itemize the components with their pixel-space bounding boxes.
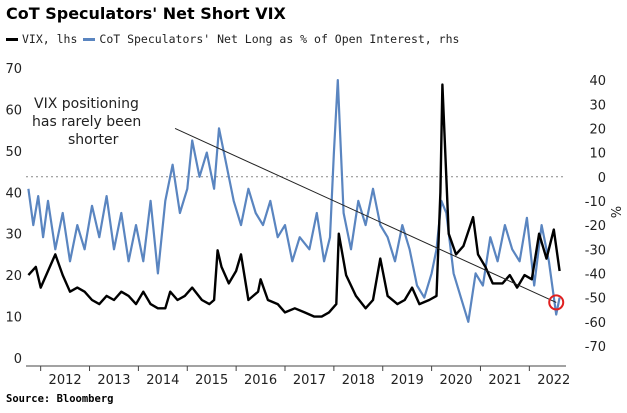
- x-tick-label: 2022: [537, 373, 570, 388]
- source-note: Source: Bloomberg: [6, 393, 114, 405]
- series-line-vix: [27, 83, 561, 318]
- right-tick-label: -10: [585, 195, 606, 210]
- left-tick-label: 10: [5, 311, 22, 326]
- x-tick-label: 2020: [439, 373, 472, 388]
- x-tick-label: 2014: [146, 373, 179, 388]
- series-line-cot-net-long: [27, 78, 561, 323]
- right-axis-label: %: [607, 206, 622, 218]
- x-tick-label: 2017: [293, 373, 326, 388]
- right-tick-label: 20: [589, 122, 606, 137]
- legend: VIX, lhs CoT Speculators' Net Long as % …: [6, 32, 465, 46]
- chart-title: CoT Speculators' Net Short VIX: [6, 4, 286, 23]
- annotation-line-1: VIX positioning: [34, 96, 139, 112]
- left-tick-label: 60: [5, 103, 22, 118]
- right-tick-label: -70: [585, 340, 606, 355]
- left-axis-ticks: 0 10 20 30 40 50 60 70: [5, 62, 22, 367]
- legend-label-vix: VIX, lhs: [22, 32, 78, 46]
- annotation-line-2: has rarely been: [32, 114, 141, 130]
- right-tick-label: -30: [585, 243, 606, 258]
- left-tick-label: 20: [5, 269, 22, 284]
- x-tick-label: 2015: [195, 373, 228, 388]
- right-tick-label: -40: [585, 267, 606, 282]
- right-tick-label: 30: [589, 98, 606, 113]
- left-tick-label: 70: [5, 62, 22, 77]
- trend-line: [174, 127, 557, 303]
- x-tick-label: 2013: [97, 373, 130, 388]
- legend-label-cot: CoT Speculators' Net Long as % of Open I…: [99, 32, 460, 46]
- x-tick-label: 2019: [391, 373, 424, 388]
- legend-item-cot: CoT Speculators' Net Long as % of Open I…: [83, 32, 459, 46]
- x-tick-label: 2016: [244, 373, 277, 388]
- legend-swatch-cot: [83, 37, 96, 41]
- right-tick-label: -60: [585, 316, 606, 331]
- highlight-circle: [548, 294, 565, 311]
- annotation-line-3: shorter: [68, 132, 119, 148]
- right-axis-ticks: 40 30 20 10 0 -10 -20 -30 -40 -50 -60 -70: [585, 74, 606, 355]
- left-tick-label: 40: [5, 186, 22, 201]
- left-tick-label: 30: [5, 228, 22, 243]
- x-axis-ticks: 2012 2013 2014 2015 2016 2017 2018 2019 2020 2021…: [40, 366, 570, 388]
- x-tick-label: 2018: [342, 373, 375, 388]
- legend-item-vix: VIX, lhs: [6, 32, 77, 46]
- left-tick-label: 50: [5, 145, 22, 160]
- right-tick-label: -50: [585, 292, 606, 307]
- right-tick-label: -20: [585, 219, 606, 234]
- x-tick-label: 2012: [49, 373, 82, 388]
- right-tick-label: 0: [598, 171, 606, 186]
- annotation: VIX positioning has rarely been shorter: [32, 96, 141, 148]
- x-tick-label: 2021: [488, 373, 521, 388]
- legend-swatch-vix: [6, 37, 18, 41]
- right-tick-label: 40: [589, 74, 606, 89]
- left-tick-label: 0: [14, 352, 22, 367]
- right-tick-label: 10: [589, 147, 606, 162]
